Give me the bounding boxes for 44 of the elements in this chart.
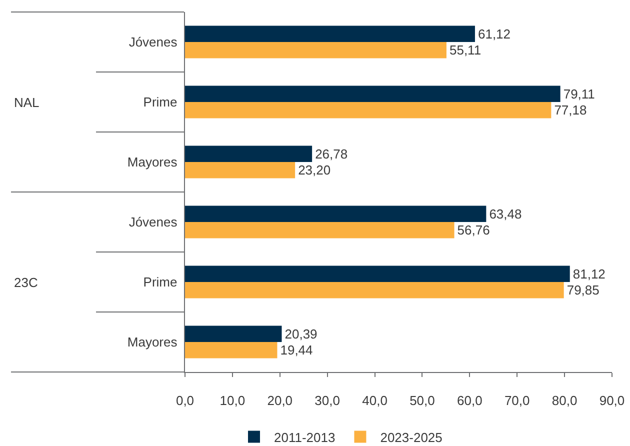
data-label: 63,48	[489, 206, 522, 222]
x-tick-label: 30,0	[314, 392, 340, 408]
y-tick-label: Jóvenes	[128, 214, 178, 230]
data-label: 23,20	[298, 162, 331, 178]
x-tick-label: 10,0	[220, 392, 246, 408]
bar	[185, 86, 560, 102]
bar	[185, 42, 446, 58]
legend-label: 2011-2013	[274, 430, 336, 445]
x-tick-label: 0,0	[176, 392, 194, 408]
data-label: 81,12	[572, 266, 606, 282]
data-label: 61,12	[478, 26, 511, 42]
x-tick-label: 20,0	[267, 392, 293, 408]
data-label: 79,11	[563, 86, 595, 102]
x-tick-label: 70,0	[504, 392, 530, 408]
x-tick-label: 90,0	[599, 392, 625, 408]
text: 23C	[14, 275, 38, 290]
y-tick-label: Jóvenes	[128, 34, 178, 50]
data-label: 20,39	[284, 326, 318, 342]
data-label: 26,78	[315, 146, 348, 162]
data-label: 19,44	[280, 342, 313, 358]
y-tick-label: Prime	[143, 274, 178, 290]
bar	[185, 266, 570, 282]
bar	[185, 326, 282, 342]
data-label: 56,76	[457, 222, 490, 238]
bar	[185, 222, 454, 238]
bar	[185, 162, 296, 178]
y-tick-label: Prime	[143, 94, 178, 110]
bar	[185, 282, 564, 298]
y-tick-label: Mayores	[127, 154, 178, 170]
bar	[185, 102, 552, 118]
y-tick-label: Mayores	[127, 334, 178, 350]
data-label: 79,85	[566, 282, 600, 298]
legend-label: 2023-2025	[380, 430, 442, 445]
bar	[185, 206, 486, 222]
bar	[185, 146, 312, 162]
data-label: 77,18	[554, 102, 587, 118]
text: NAL	[14, 95, 40, 110]
bar	[185, 342, 278, 358]
x-tick-label: 40,0	[362, 392, 388, 408]
x-tick-label: 50,0	[410, 392, 435, 408]
x-tick-label: 60,0	[457, 392, 482, 408]
data-label: 55,11	[449, 42, 482, 58]
bar	[185, 26, 475, 42]
x-tick-label: 80,0	[552, 392, 578, 408]
